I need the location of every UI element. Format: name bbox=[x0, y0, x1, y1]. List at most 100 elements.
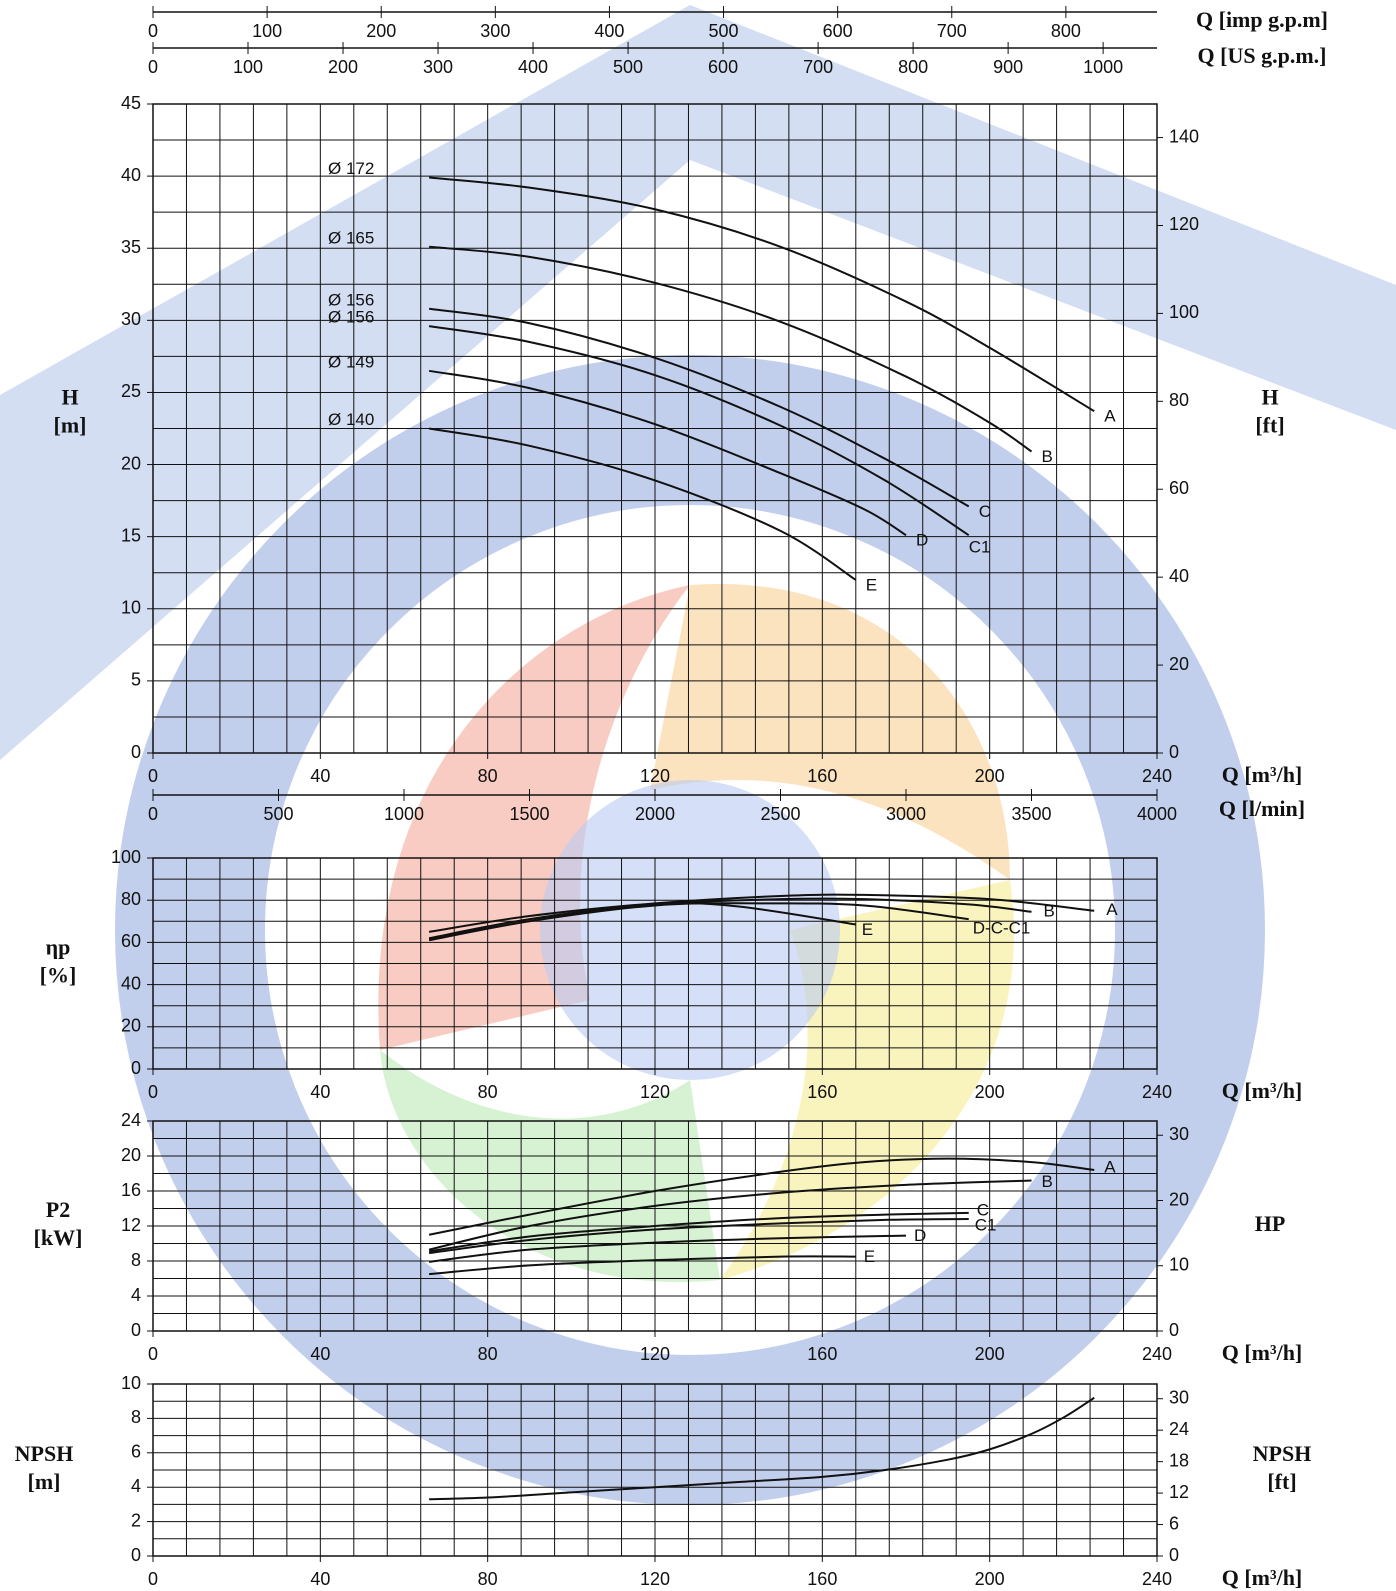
head-curve bbox=[428, 325, 970, 537]
secondary-axis-tick-label: 900 bbox=[993, 57, 1023, 77]
npsh-xtick-label: 0 bbox=[148, 1569, 158, 1589]
head-series-label: A bbox=[1104, 407, 1116, 426]
watermark-roof bbox=[0, 5, 1396, 760]
npsh-xtick-label: 40 bbox=[310, 1569, 330, 1589]
head-series-label: D bbox=[916, 531, 928, 550]
secondary-axis-tick-label: 3500 bbox=[1011, 804, 1051, 824]
head-ytick-right-label: 20 bbox=[1169, 654, 1189, 674]
power-xtick-label: 40 bbox=[310, 1344, 330, 1364]
power-xtick-label: 160 bbox=[807, 1344, 837, 1364]
secondary-axis-tick-label: 2000 bbox=[635, 804, 675, 824]
secondary-axis-tick-label: 500 bbox=[263, 804, 293, 824]
head-impeller-label: Ø 156 bbox=[328, 290, 374, 309]
head-ylabel-right: [ft] bbox=[1255, 413, 1284, 438]
secondary-axis-label: Q [imp g.p.m] bbox=[1196, 7, 1328, 32]
efficiency-series-label: D-C-C1 bbox=[973, 919, 1031, 938]
power-xlabel: Q [m³/h] bbox=[1222, 1340, 1303, 1365]
secondary-axis-tick-label: 400 bbox=[594, 21, 624, 41]
secondary-x-axis: 0 100 200 300 400 500 600 700 800 Q [imp g.p.m] bbox=[148, 6, 1328, 41]
head-ytick-label: 20 bbox=[121, 453, 141, 473]
secondary-axis-label: Q [l/min] bbox=[1219, 796, 1305, 821]
head-xtick-label: 0 bbox=[148, 766, 158, 786]
npsh-curve bbox=[429, 1396, 1095, 1501]
power-ytick-label: 8 bbox=[131, 1250, 141, 1270]
head-series-label: E bbox=[866, 575, 877, 594]
head-ytick-right-label: 80 bbox=[1169, 390, 1189, 410]
power-curve bbox=[428, 1218, 969, 1255]
watermark-center bbox=[540, 780, 840, 1080]
power-curve bbox=[429, 1255, 856, 1276]
power-ytick-label: 0 bbox=[131, 1320, 141, 1340]
npsh-ytick-right-label: 24 bbox=[1169, 1419, 1189, 1439]
head-ytick-right-label: 120 bbox=[1169, 214, 1199, 234]
power-xtick-label: 80 bbox=[478, 1344, 498, 1364]
npsh-ytick-right-label: 6 bbox=[1169, 1513, 1179, 1533]
head-ytick-label: 25 bbox=[121, 381, 141, 401]
secondary-axis-tick-label: 400 bbox=[518, 57, 548, 77]
power-series-label: D bbox=[914, 1226, 926, 1245]
power-ytick-right-label: 20 bbox=[1169, 1189, 1189, 1209]
head-ytick-right-label: 0 bbox=[1169, 742, 1179, 762]
power-ytick-label: 24 bbox=[121, 1110, 141, 1130]
npsh-ytick-label: 0 bbox=[131, 1545, 141, 1565]
head-curve bbox=[428, 427, 857, 581]
npsh-xtick-label: 80 bbox=[478, 1569, 498, 1589]
secondary-axis-tick-label: 100 bbox=[233, 57, 263, 77]
npsh-ytick-right-label: 12 bbox=[1169, 1482, 1189, 1502]
npsh-xtick-label: 120 bbox=[640, 1569, 670, 1589]
power-series-label: B bbox=[1042, 1172, 1053, 1191]
power-ytick-label: 12 bbox=[121, 1215, 141, 1235]
npsh-ytick-label: 10 bbox=[121, 1373, 141, 1393]
power-ytick-right-label: 30 bbox=[1169, 1124, 1189, 1144]
npsh-ytick-label: 6 bbox=[131, 1442, 141, 1462]
power-ytick-right-label: 0 bbox=[1169, 1320, 1179, 1340]
secondary-axis-tick-label: 700 bbox=[803, 57, 833, 77]
secondary-axis-tick-label: 800 bbox=[898, 57, 928, 77]
npsh-ytick-label: 2 bbox=[131, 1510, 141, 1530]
power-ytick-right-label: 10 bbox=[1169, 1255, 1189, 1275]
efficiency-ytick-label: 40 bbox=[121, 973, 141, 993]
secondary-axis-tick-label: 4000 bbox=[1137, 804, 1177, 824]
head-impeller-label: Ø 172 bbox=[328, 159, 374, 178]
head-ytick-label: 5 bbox=[131, 670, 141, 690]
efficiency-xtick-label: 80 bbox=[478, 1082, 498, 1102]
head-ylabel: [m] bbox=[54, 413, 87, 438]
head-ylabel: H bbox=[61, 385, 78, 410]
head-xtick-label: 200 bbox=[975, 766, 1005, 786]
efficiency-ytick-label: 100 bbox=[111, 847, 141, 867]
head-ytick-label: 40 bbox=[121, 165, 141, 185]
power-xtick-label: 0 bbox=[148, 1344, 158, 1364]
efficiency-xtick-label: 40 bbox=[310, 1082, 330, 1102]
secondary-axis-tick-label: 300 bbox=[423, 57, 453, 77]
secondary-axis-tick-label: 700 bbox=[937, 21, 967, 41]
power-xtick-label: 200 bbox=[975, 1344, 1005, 1364]
efficiency-ylabel: ηp bbox=[46, 935, 71, 960]
head-impeller-label: Ø 140 bbox=[328, 410, 374, 429]
npsh-ylabel-right: [ft] bbox=[1267, 1469, 1296, 1494]
head-ytick-right-label: 60 bbox=[1169, 478, 1189, 498]
secondary-axis-tick-label: 500 bbox=[613, 57, 643, 77]
head-impeller-label: Ø 149 bbox=[328, 352, 374, 371]
secondary-axis-tick-label: 200 bbox=[366, 21, 396, 41]
power-xtick-label: 120 bbox=[640, 1344, 670, 1364]
efficiency-series-label: B bbox=[1044, 901, 1055, 920]
head-xtick-label: 80 bbox=[478, 766, 498, 786]
secondary-axis-tick-label: 1000 bbox=[384, 804, 424, 824]
npsh-ylabel: NPSH bbox=[15, 1441, 74, 1466]
efficiency-ytick-label: 80 bbox=[121, 889, 141, 909]
efficiency-series-label: A bbox=[1106, 900, 1118, 919]
power-series-label: A bbox=[1104, 1157, 1116, 1176]
npsh-xtick-label: 240 bbox=[1142, 1569, 1172, 1589]
efficiency-ylabel: [%] bbox=[40, 963, 77, 988]
power-series-label: C bbox=[977, 1200, 989, 1219]
chart-efficiency: 0 40 80 120 160 200 240 0 20 40 60 80 100 Q [m³/h] ηp [… bbox=[40, 847, 1303, 1103]
secondary-axis-tick-label: 0 bbox=[148, 21, 158, 41]
head-ytick-label: 10 bbox=[121, 598, 141, 618]
head-series-label: C1 bbox=[969, 538, 991, 557]
npsh-ylabel-right: NPSH bbox=[1253, 1441, 1312, 1466]
efficiency-curve bbox=[428, 893, 1095, 933]
watermark-petal-yellow bbox=[720, 880, 1015, 1280]
efficiency-xtick-label: 240 bbox=[1142, 1082, 1172, 1102]
